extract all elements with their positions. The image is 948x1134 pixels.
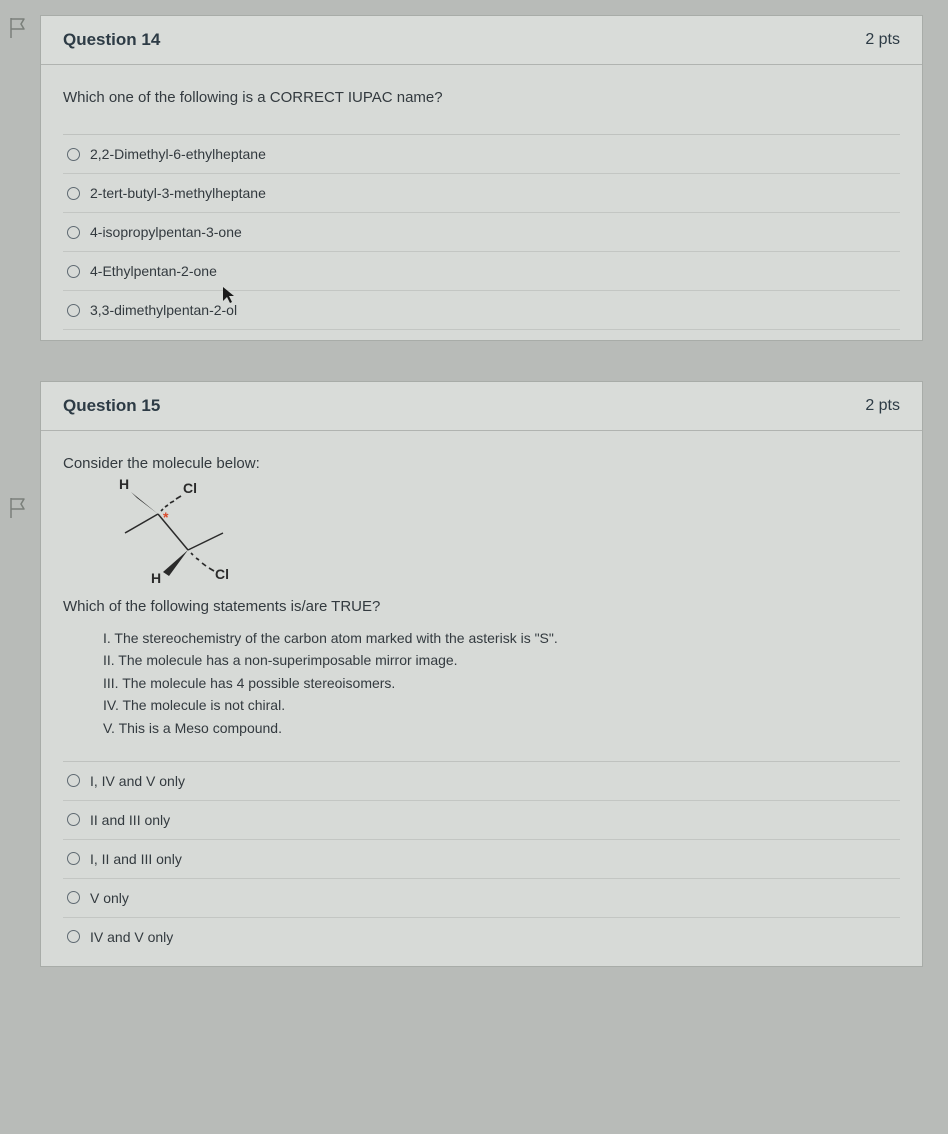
option-row[interactable]: IV and V only <box>63 918 900 956</box>
option-label: II and III only <box>90 812 170 828</box>
option-label: 4-isopropylpentan-3-one <box>90 224 242 240</box>
question-points: 2 pts <box>865 31 900 49</box>
option-row[interactable]: 2,2-Dimethyl-6-ethylheptane <box>63 135 900 174</box>
svg-text:*: * <box>163 509 169 525</box>
radio-icon <box>67 852 80 865</box>
atom-label: Cl <box>215 566 229 582</box>
question-points: 2 pts <box>865 397 900 415</box>
question-prompt: Which one of the following is a CORRECT … <box>63 89 900 106</box>
option-label: 2-tert-butyl-3-methylheptane <box>90 185 266 201</box>
option-label: IV and V only <box>90 929 173 945</box>
question-header: Question 15 2 pts <box>41 382 922 431</box>
question-body: Consider the molecule below: <box>41 431 922 966</box>
option-row[interactable]: 4-Ethylpentan-2-one <box>63 252 900 291</box>
question-title: Question 14 <box>63 30 160 50</box>
option-row[interactable]: 4-isopropylpentan-3-one <box>63 213 900 252</box>
radio-icon <box>67 187 80 200</box>
statement-item: V. This is a Meso compound. <box>103 717 900 739</box>
molecule-diagram: * H Cl H Cl <box>103 478 253 588</box>
radio-icon <box>67 304 80 317</box>
option-row[interactable]: V only <box>63 879 900 918</box>
question-card-15: Question 15 2 pts Consider the molecule … <box>40 381 923 967</box>
options-list: 2,2-Dimethyl-6-ethylheptane 2-tert-butyl… <box>63 134 900 330</box>
option-row[interactable]: I, IV and V only <box>63 762 900 801</box>
atom-label: H <box>119 476 129 492</box>
radio-icon <box>67 891 80 904</box>
statements-list: I. The stereochemistry of the carbon ato… <box>63 627 900 739</box>
radio-icon <box>67 148 80 161</box>
atom-label: Cl <box>183 480 197 496</box>
question-prompt: Consider the molecule below: <box>63 455 900 472</box>
question-title: Question 15 <box>63 396 160 416</box>
radio-icon <box>67 226 80 239</box>
option-row[interactable]: 3,3-dimethylpentan-2-ol <box>63 291 900 330</box>
statement-item: III. The molecule has 4 possible stereoi… <box>103 672 900 694</box>
question-card-14: Question 14 2 pts Which one of the follo… <box>40 15 923 341</box>
radio-icon <box>67 774 80 787</box>
flag-icon[interactable] <box>8 496 28 520</box>
option-row[interactable]: I, II and III only <box>63 840 900 879</box>
option-label: 3,3-dimethylpentan-2-ol <box>90 302 237 318</box>
radio-icon <box>67 813 80 826</box>
option-label: I, IV and V only <box>90 773 185 789</box>
statement-item: II. The molecule has a non-superimposabl… <box>103 649 900 671</box>
options-list: I, IV and V only II and III only I, II a… <box>63 761 900 956</box>
statement-item: I. The stereochemistry of the carbon ato… <box>103 627 900 649</box>
option-label: I, II and III only <box>90 851 182 867</box>
cursor-icon <box>223 287 235 303</box>
option-row[interactable]: II and III only <box>63 801 900 840</box>
question-body: Which one of the following is a CORRECT … <box>41 65 922 340</box>
question-subprompt: Which of the following statements is/are… <box>63 598 900 615</box>
option-label: V only <box>90 890 129 906</box>
question-header: Question 14 2 pts <box>41 16 922 65</box>
option-label: 4-Ethylpentan-2-one <box>90 263 217 279</box>
radio-icon <box>67 265 80 278</box>
radio-icon <box>67 930 80 943</box>
flag-icon[interactable] <box>8 16 28 40</box>
atom-label: H <box>151 570 161 586</box>
statement-item: IV. The molecule is not chiral. <box>103 694 900 716</box>
option-row[interactable]: 2-tert-butyl-3-methylheptane <box>63 174 900 213</box>
option-label: 2,2-Dimethyl-6-ethylheptane <box>90 146 266 162</box>
